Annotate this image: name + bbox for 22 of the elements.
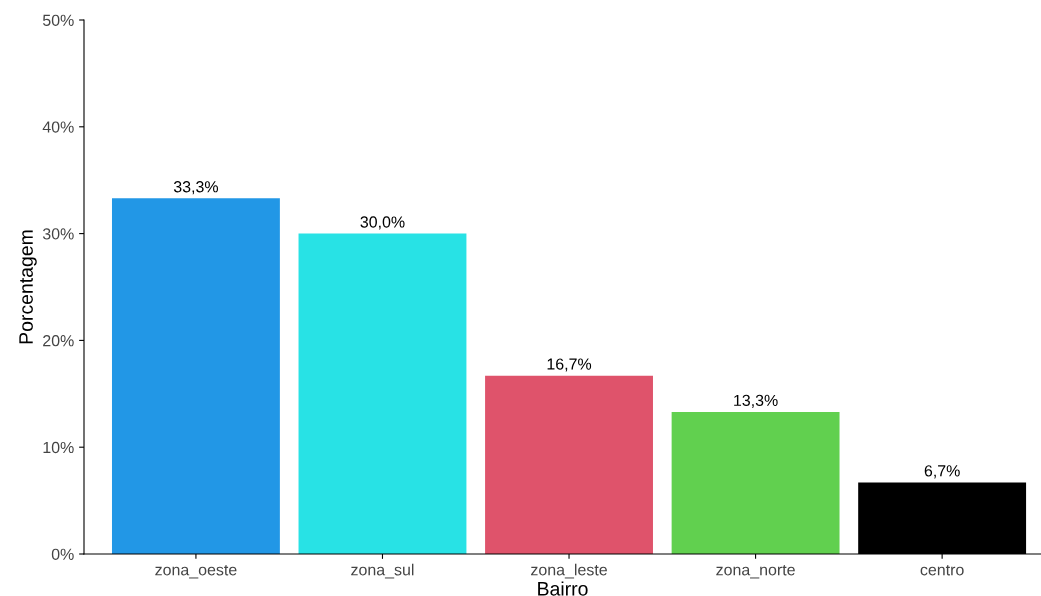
y-tick-label: 0%	[51, 548, 74, 560]
data-label: 13,3%	[734, 394, 778, 408]
x-tick-label: centro	[920, 564, 964, 576]
x-axis-title: Bairro	[538, 581, 588, 596]
y-tick-label: 50%	[42, 14, 74, 26]
y-tick-label: 30%	[42, 228, 74, 240]
bar	[671, 411, 840, 554]
x-tick-label: zona_oeste	[155, 564, 237, 579]
y-tick-label: 10%	[43, 441, 74, 454]
data-label: 30,0%	[360, 216, 405, 230]
bar	[298, 233, 467, 554]
data-label: 16,7%	[547, 358, 592, 372]
x-tick-label: zona_norte	[716, 564, 795, 579]
bar	[485, 375, 653, 554]
bar	[111, 198, 280, 554]
data-label: 6,7%	[924, 465, 960, 479]
y-axis-title: Porcentagem	[19, 230, 37, 344]
x-tick-label: zona_leste	[531, 563, 607, 579]
x-tick-label: zona_sul	[351, 563, 414, 579]
data-label: 33,3%	[173, 181, 219, 195]
y-tick-label: 40%	[42, 121, 74, 133]
y-tick-label: 20%	[43, 335, 74, 347]
